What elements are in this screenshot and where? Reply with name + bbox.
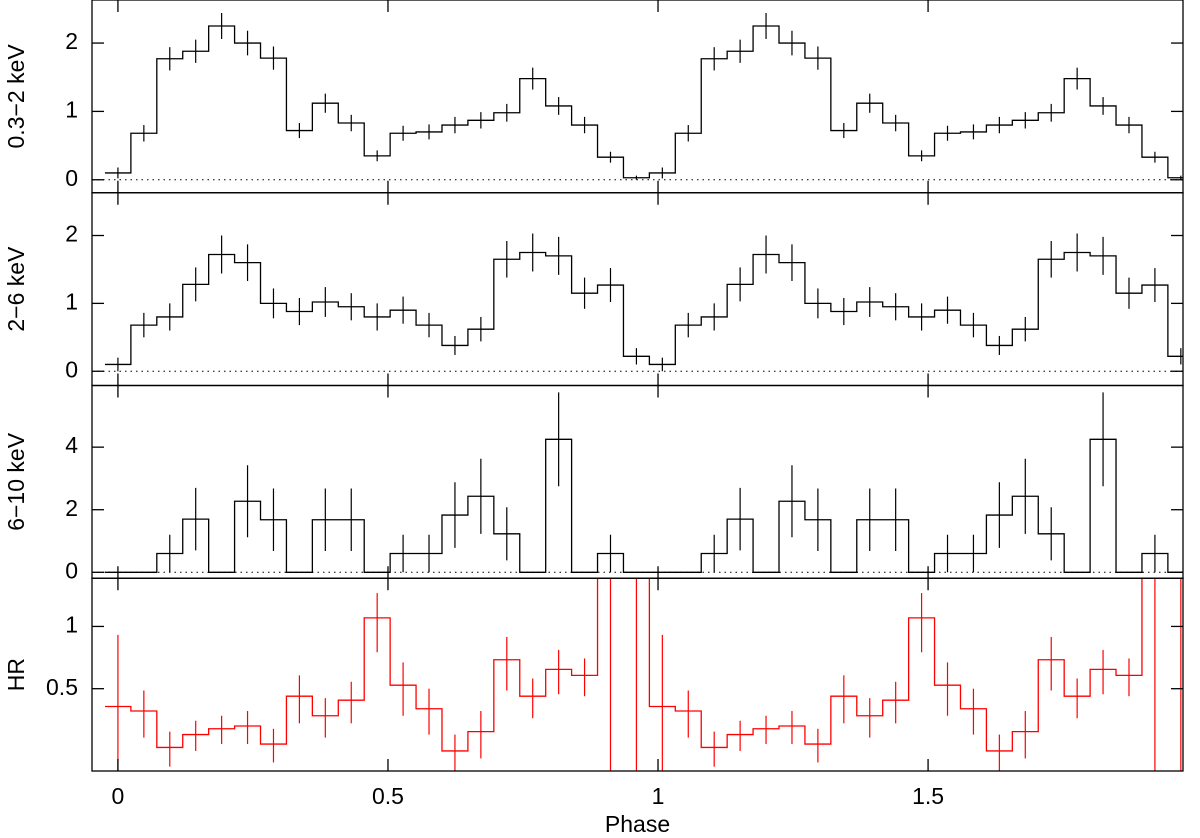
x-tick-label: 1.5 [912,783,944,809]
y-tick-label: 1 [65,612,78,638]
panel-frame [91,384,1184,579]
panel [92,233,1183,372]
panel-frame [91,0,1184,194]
x-tick-label: 1 [652,783,665,809]
y-tick-label: 2 [65,221,78,247]
step-line [104,251,1183,366]
y-tick-label: 0 [65,356,78,382]
x-axis-label: Phase [605,811,670,837]
y-tick-label: 0.5 [46,674,78,700]
panel [92,392,1183,573]
x-tick-label: 0 [112,783,125,809]
y-tick-label: 1 [65,96,78,122]
x-tick-label: 0.5 [372,783,404,809]
y-tick-label: 0 [65,165,78,191]
y-axis-label: 6−10 keV [3,432,29,530]
step-line [104,438,1183,573]
panel [92,12,1183,181]
y-axis-label: 0.3−2 keV [3,44,29,149]
step-line [104,578,1143,752]
y-tick-label: 2 [65,28,78,54]
panel [104,578,1182,771]
y-tick-label: 0 [65,557,78,583]
step-line [104,25,1183,179]
y-axis-label: HR [3,658,29,691]
y-tick-label: 2 [65,495,78,521]
y-axis-label: 2−6 keV [3,246,29,332]
y-tick-label: 4 [65,432,78,458]
y-tick-label: 1 [65,288,78,314]
panel-frame [91,577,1184,772]
